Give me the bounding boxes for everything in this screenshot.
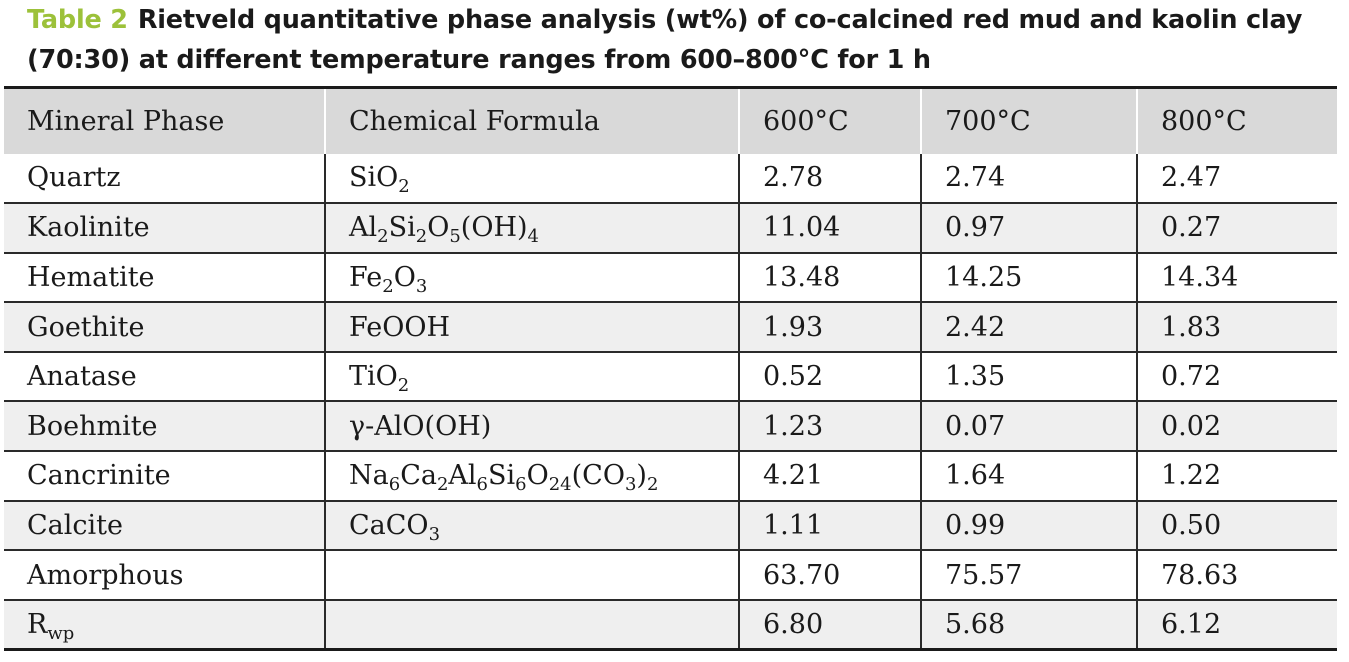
table-caption: Table 2 Rietveld quantitative phase analy… (27, 0, 1347, 80)
cell-800c: 1.22 (1136, 450, 1337, 501)
cell-chemical-formula: TiO2 (324, 350, 739, 402)
table-row: Goethite FeOOH 1.93 2.42 1.83 (4, 301, 1337, 352)
cell-600c: 6.80 (738, 598, 921, 651)
cell-mineral-phase: Anatase (4, 350, 325, 402)
cell-mineral-phase: Quartz (27, 162, 121, 194)
cell-600c: 0.52 (738, 350, 921, 402)
table-row: Boehmite γ-AlO(OH) 1.23 0.07 0.02 (4, 400, 1337, 452)
cell-chemical-formula: SiO2 (324, 153, 739, 204)
header-700c: 700°C (920, 86, 1137, 154)
table-row: Cancrinite Na6Ca2Al6Si6O24(CO3)2 4.21 1.64 1… (4, 450, 1337, 501)
cell-800c: 0.02 (1136, 400, 1337, 452)
cell-mineral-phase: Hematite (4, 251, 325, 303)
table-row: Amorphous 63.70 75.57 78.63 (4, 549, 1337, 600)
cell-800c: 6.12 (1136, 598, 1337, 651)
cell-800c: 0.50 (1136, 499, 1337, 551)
table-label: Table 2 (27, 5, 128, 35)
header-800c: 800°C (1136, 86, 1337, 154)
cell-mineral-phase: Amorphous (4, 549, 325, 600)
cell-chemical-formula: Al2Si2O5(OH)4 (324, 202, 739, 253)
cell-700c: 1.64 (920, 450, 1137, 501)
table-title: Rietveld quantitative phase analysis (wt… (27, 5, 1303, 75)
header-600c: 600°C (738, 86, 921, 154)
cell-700c: 2.74 (920, 153, 1137, 204)
phase-analysis-table: Mineral Phase Chemical Formula 600°C 700… (4, 86, 1337, 651)
cell-700c: 2.42 (920, 301, 1137, 352)
cell-800c: 0.72 (1136, 350, 1337, 402)
header-chemical-formula: Chemical Formula (324, 86, 739, 154)
cell-600c: 11.04 (738, 202, 921, 253)
cell-800c: 78.63 (1136, 549, 1337, 600)
cell-mineral-phase: Cancrinite (4, 450, 325, 501)
cell-600c: 1.23 (738, 400, 921, 452)
table-body: Quartz SiO2 2.78 2.74 2.47 Kaolinite Al2Si2O5(… (4, 153, 1337, 651)
cell-600c: 1.93 (738, 301, 921, 352)
table-row: Quartz SiO2 2.78 2.74 2.47 (4, 153, 1337, 204)
table-header: Mineral Phase Chemical Formula 600°C 700… (4, 86, 1337, 154)
cell-700c: 14.25 (920, 251, 1137, 303)
cell-700c: 1.35 (920, 350, 1137, 402)
table-row: Hematite Fe2O3 13.48 14.25 14.34 (4, 251, 1337, 303)
cell-mineral-phase: Calcite (4, 499, 325, 551)
cell-600c: 2.78 (738, 153, 921, 204)
header-row: Mineral Phase Chemical Formula 600°C 700… (4, 86, 1337, 154)
cell-chemical-formula: FeOOH (324, 301, 739, 352)
cell-800c: 1.83 (1136, 301, 1337, 352)
cell-chemical-formula: γ-AlO(OH) (324, 400, 739, 452)
cell-700c: 0.97 (920, 202, 1137, 253)
table-row: Calcite CaCO3 1.11 0.99 0.50 (4, 499, 1337, 551)
cell-800c: 2.47 (1136, 153, 1337, 204)
cell-mineral-phase: Rwp (4, 598, 325, 651)
cell-chemical-formula: CaCO3 (324, 499, 739, 551)
cell-chemical-formula (324, 549, 739, 600)
cell-600c: 63.70 (738, 549, 921, 600)
cell-600c: 1.11 (738, 499, 921, 551)
cell-700c: 5.68 (920, 598, 1137, 651)
cell-700c: 0.99 (920, 499, 1137, 551)
table-row: Anatase TiO2 0.52 1.35 0.72 (4, 350, 1337, 402)
cell-800c: 0.27 (1136, 202, 1337, 253)
cell-mineral-phase: Boehmite (4, 400, 325, 452)
cell-mineral-phase: Kaolinite (4, 202, 325, 253)
cell-800c: 14.34 (1136, 251, 1337, 303)
table-row: Kaolinite Al2Si2O5(OH)4 11.04 0.97 0.27 (4, 202, 1337, 253)
cell-chemical-formula (324, 598, 739, 651)
cell-600c: 4.21 (738, 450, 921, 501)
cell-chemical-formula: Na6Ca2Al6Si6O24(CO3)2 (324, 450, 739, 501)
cell-700c: 0.07 (920, 400, 1137, 452)
table-row: Rwp 6.80 5.68 6.12 (4, 598, 1337, 651)
header-mineral-phase: Mineral Phase (4, 86, 325, 154)
cell-600c: 13.48 (738, 251, 921, 303)
cell-mineral-phase: Goethite (4, 301, 325, 352)
cell-700c: 75.57 (920, 549, 1137, 600)
cell-chemical-formula: Fe2O3 (324, 251, 739, 303)
phase-analysis-table-container: Mineral Phase Chemical Formula 600°C 700… (4, 86, 1337, 651)
